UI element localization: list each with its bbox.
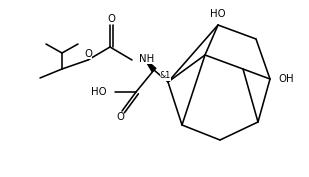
Polygon shape [144, 58, 156, 72]
Text: HO: HO [210, 9, 226, 19]
Text: NH: NH [139, 54, 154, 64]
Text: &1: &1 [160, 72, 171, 81]
Text: OH: OH [278, 74, 294, 84]
Text: O: O [84, 49, 92, 59]
Text: HO: HO [91, 87, 107, 97]
Text: O: O [107, 14, 115, 24]
Text: O: O [116, 112, 124, 122]
